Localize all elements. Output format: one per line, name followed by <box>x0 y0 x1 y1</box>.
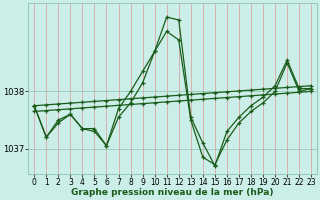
X-axis label: Graphe pression niveau de la mer (hPa): Graphe pression niveau de la mer (hPa) <box>71 188 274 197</box>
